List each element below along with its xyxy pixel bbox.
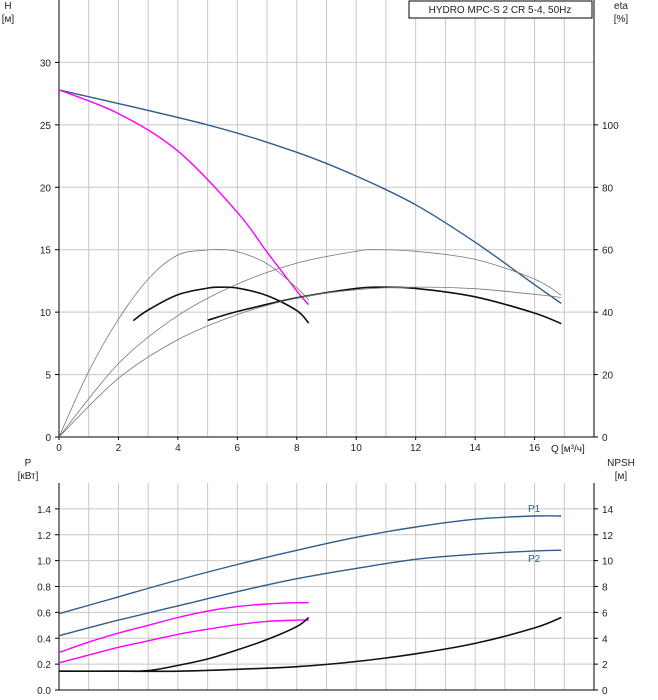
head-left-tick-label: 20 (40, 183, 52, 194)
head-series-1-line (58, 89, 310, 306)
power-right-tick-label: 6 (602, 608, 608, 619)
head-left-tick-label: 15 (40, 246, 52, 257)
head-series-2-line (58, 249, 562, 438)
head-right-tick-label: 40 (602, 308, 614, 319)
power-left-tick-label: 0.2 (37, 660, 51, 671)
p-axis-title: P (25, 458, 32, 469)
power-chart-grid: 0.0 0.2 0.4 0.6 0.8 1.0 1.2 1.4 0 2 4 6 8 10 12 14 (37, 483, 614, 697)
head-x-tick-label: 8 (294, 443, 300, 454)
power-series-1-line (58, 549, 562, 637)
eta-axis-unit: [%] (614, 14, 629, 25)
power-right-tick-label: 4 (602, 634, 608, 645)
head-right-tick-label: 20 (602, 371, 614, 382)
head-right-tick-label: 0 (602, 433, 608, 444)
chart-title-box (408, 0, 593, 19)
power-right-tick-label: 10 (602, 557, 614, 568)
power-left-tick-label: 0.4 (37, 634, 51, 645)
power-chart-series (58, 515, 562, 673)
head-chart-grid: 0 5 10 15 20 25 30 0 20 40 60 80 100 0 2 4 6 8 10 12 14 16 (40, 0, 619, 454)
power-left-tick-label: 1.2 (37, 531, 51, 542)
h-axis-title: H (4, 1, 11, 12)
head-right-tick-label: 60 (602, 246, 614, 257)
power-series-5-line (58, 616, 562, 673)
power-left-tick-label: 0.6 (37, 608, 51, 619)
power-left-tick-label: 0.0 (37, 686, 51, 697)
head-left-tick-label: 10 (40, 308, 52, 319)
head-right-tick-label: 80 (602, 183, 614, 194)
power-right-tick-label: 8 (602, 583, 608, 594)
head-x-tick-label: 10 (351, 443, 363, 454)
power-series-2-line (58, 601, 309, 654)
head-x-tick-label: 14 (470, 443, 482, 454)
head-x-tick-label: 6 (235, 443, 241, 454)
h-axis-unit: [м] (2, 14, 15, 25)
npsh-axis-unit: [м] (615, 471, 628, 482)
power-right-tick-label: 12 (602, 531, 614, 542)
power-left-tick-label: 0.8 (37, 583, 51, 594)
npsh-axis-title: NPSH (607, 458, 635, 469)
head-left-tick-label: 30 (40, 58, 52, 69)
series-label-p2: P2 (528, 554, 541, 565)
head-left-tick-label: 25 (40, 121, 52, 132)
power-series-3-line (58, 619, 309, 664)
eta-axis-title: eta (614, 1, 628, 12)
head-series-5-line (207, 286, 562, 325)
series-label-p1: P1 (528, 504, 541, 515)
head-right-tick-label: 100 (602, 121, 619, 132)
q-axis-title: Q (551, 444, 559, 455)
power-right-tick-label: 14 (602, 505, 614, 516)
head-x-tick-label: 12 (410, 443, 422, 454)
power-right-tick-label: 0 (602, 686, 608, 697)
power-right-tick-label: 2 (602, 660, 608, 671)
head-x-tick-label: 16 (529, 443, 541, 454)
head-series-0-line (58, 89, 562, 304)
chart-title: HYDRO MPC-S 2 CR 5-4, 50Hz (429, 5, 572, 16)
power-left-tick-label: 1.0 (37, 557, 51, 568)
head-series-6-line (58, 286, 562, 438)
q-axis-unit: [м³/ч] (561, 444, 585, 455)
head-series-3-line (58, 249, 309, 438)
head-left-tick-label: 5 (45, 371, 51, 382)
power-left-tick-label: 1.4 (37, 505, 51, 516)
head-left-tick-label: 0 (45, 433, 51, 444)
head-series-4-line (132, 286, 310, 324)
head-chart-series (58, 89, 562, 438)
head-x-tick-label: 0 (56, 443, 62, 454)
p-axis-unit: [кВт] (18, 471, 39, 482)
head-x-tick-label: 4 (175, 443, 181, 454)
head-x-tick-label: 2 (116, 443, 122, 454)
power-series-0-line (58, 515, 562, 615)
